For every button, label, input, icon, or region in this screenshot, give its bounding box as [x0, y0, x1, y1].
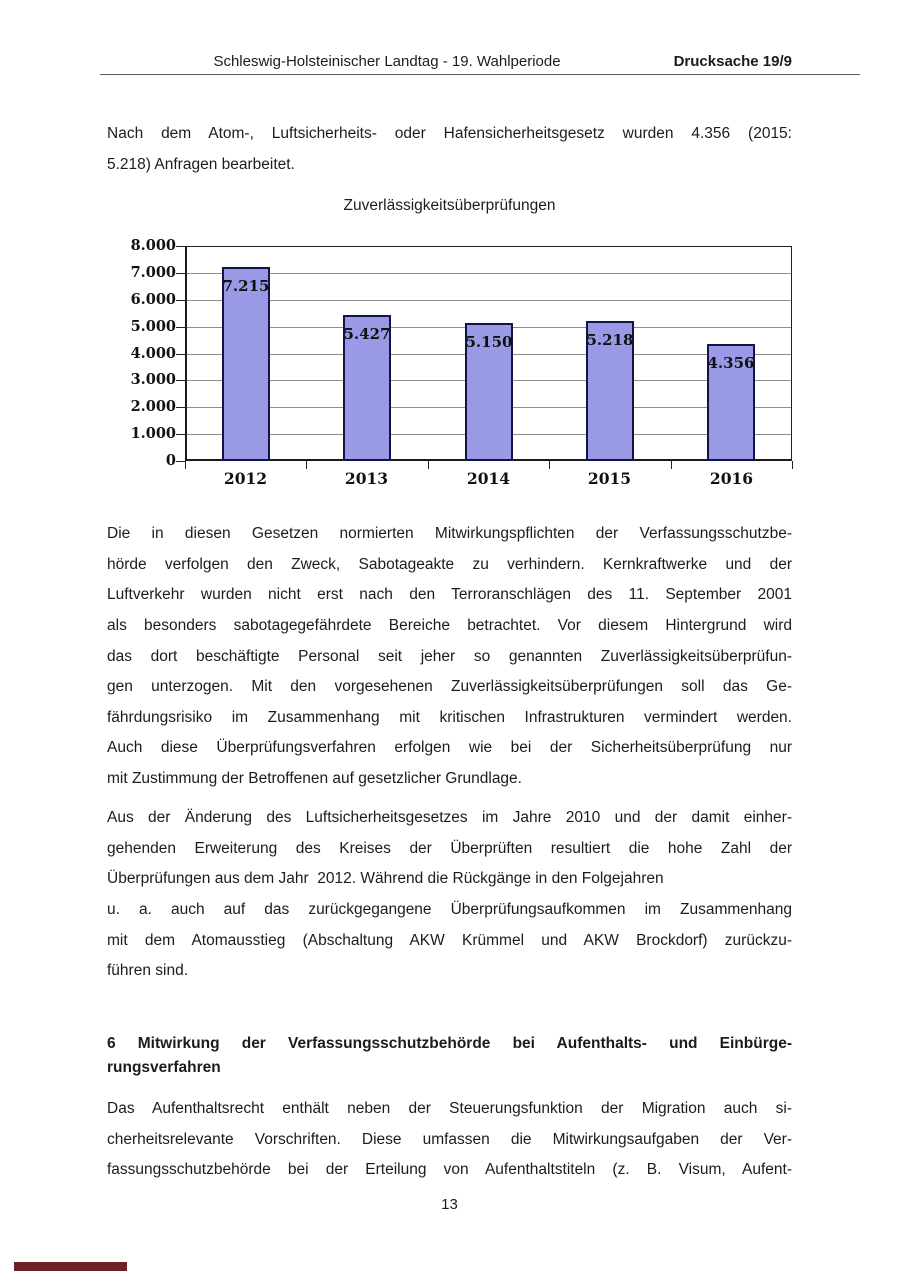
y-tick-label: 8.000 — [130, 237, 176, 254]
text-line: gen unterzogen. Mit den vorgesehenen Zuv… — [107, 678, 792, 696]
text-line: fassungsschutzbehörde bei der Erteilung … — [107, 1161, 792, 1179]
x-axis-tick — [549, 461, 550, 469]
text-line: fährdungsrisiko im Zusammenhang mit krit… — [107, 708, 792, 726]
text-line: mit dem Atomausstieg (Abschaltung AKW Kr… — [107, 931, 792, 949]
text-line: Die in diesen Gesetzen normierten Mitwir… — [107, 525, 792, 542]
bar-value-label: 7.215 — [222, 277, 270, 296]
bottom-left-marker — [14, 1262, 127, 1271]
x-tick-label: 2014 — [466, 469, 511, 488]
x-axis-tick — [185, 461, 186, 469]
x-axis-tick — [306, 461, 307, 469]
bar-2015 — [586, 320, 634, 461]
y-tick-label: 1.000 — [130, 425, 176, 443]
y-tick-label: 7.000 — [130, 263, 176, 281]
bar-2016 — [707, 343, 755, 461]
x-tick-label: 2012 — [223, 469, 268, 488]
text-line: hörde verfolgen den Zweck, Sabotageakte … — [107, 555, 792, 573]
bar-2014 — [465, 322, 513, 461]
text-line: 5.218) Anfragen bearbeitet. — [107, 155, 295, 173]
x-tick-label: 2015 — [587, 469, 632, 488]
text-line: Das Aufenthaltsrecht enthält neben der S… — [107, 1100, 792, 1117]
section-heading-6: 6 Mitwirkung der Verfassungsschutzbehörd… — [107, 1032, 792, 1080]
y-axis-tick — [176, 300, 185, 301]
bar-value-label: 4.356 — [707, 353, 755, 372]
text-line: cherheitsrelevante Vorschriften. Diese u… — [107, 1130, 792, 1148]
text-line: u. a. auch auf das zurückgegangene Überp… — [107, 900, 792, 918]
text-line: führen sind. — [107, 962, 188, 980]
y-tick-label: 6.000 — [130, 290, 176, 308]
page-number: 13 — [441, 1196, 458, 1213]
text-line: das dort beschäftigte Personal seit jehe… — [107, 647, 792, 665]
y-axis-tick — [176, 246, 185, 247]
y-tick-label: 3.000 — [130, 371, 176, 389]
y-axis-tick — [176, 461, 185, 462]
text-line: als besonders sabotagegefährdete Bereich… — [107, 616, 792, 634]
x-axis-tick — [428, 461, 429, 469]
paragraph-aenderung: Aus der Änderung des Luftsicherheitsgese… — [107, 803, 792, 987]
x-tick-label: 2016 — [709, 469, 754, 488]
bar-value-label: 5.150 — [465, 332, 513, 351]
paragraph-aufenthalt: Das Aufenthaltsrecht enthält neben der S… — [107, 1094, 792, 1186]
bar-2012 — [222, 267, 270, 461]
gridline — [186, 273, 791, 274]
text-line: Luftverkehr wurden nicht erst nach den T… — [107, 586, 792, 604]
x-tick-label: 2013 — [344, 469, 389, 488]
y-axis-tick — [176, 380, 185, 381]
y-tick-label: 5.000 — [130, 317, 176, 335]
header-doc-number: Drucksache 19/9 — [673, 53, 792, 70]
text-line: 6 Mitwirkung der Verfassungsschutzbehörd… — [107, 1035, 792, 1052]
intro-paragraph: Nach dem Atom-, Luftsicherheits- oder Ha… — [107, 119, 792, 180]
text-line: Überprüfungen aus dem Jahr 2012. Während… — [107, 870, 664, 888]
y-tick-label: 0 — [165, 452, 176, 469]
y-axis-tick — [176, 327, 185, 328]
y-axis-tick — [176, 434, 185, 435]
bar-value-label: 5.427 — [343, 325, 391, 344]
paragraph-mitwirkungspflichten: Die in diesen Gesetzen normierten Mitwir… — [107, 519, 792, 795]
y-tick-label: 2.000 — [130, 398, 176, 416]
text-line: mit Zustimmung der Betroffenen auf geset… — [107, 770, 522, 788]
bar-value-label: 5.218 — [586, 330, 634, 349]
text-line: Auch diese Überprüfungsverfahren erfolge… — [107, 739, 792, 757]
y-axis-tick — [176, 407, 185, 408]
y-axis-tick — [176, 273, 185, 274]
header-title: Schleswig-Holsteinischer Landtag - 19. W… — [213, 53, 561, 70]
text-line: Aus der Änderung des Luftsicherheitsgese… — [107, 809, 792, 826]
text-line: Nach dem Atom-, Luftsicherheits- oder Ha… — [107, 125, 792, 142]
gridline — [186, 300, 791, 301]
bar-2013 — [343, 315, 391, 461]
text-line: gehenden Erweiterung des Kreises der Übe… — [107, 839, 792, 857]
x-axis-tick — [671, 461, 672, 469]
chart-title: Zuverlässigkeitsüberprüfungen — [343, 197, 556, 214]
text-line: rungsverfahren — [107, 1059, 221, 1076]
y-axis-tick — [176, 354, 185, 355]
header-rule — [100, 74, 860, 75]
x-axis-tick — [792, 461, 793, 469]
y-tick-label: 4.000 — [130, 344, 176, 362]
